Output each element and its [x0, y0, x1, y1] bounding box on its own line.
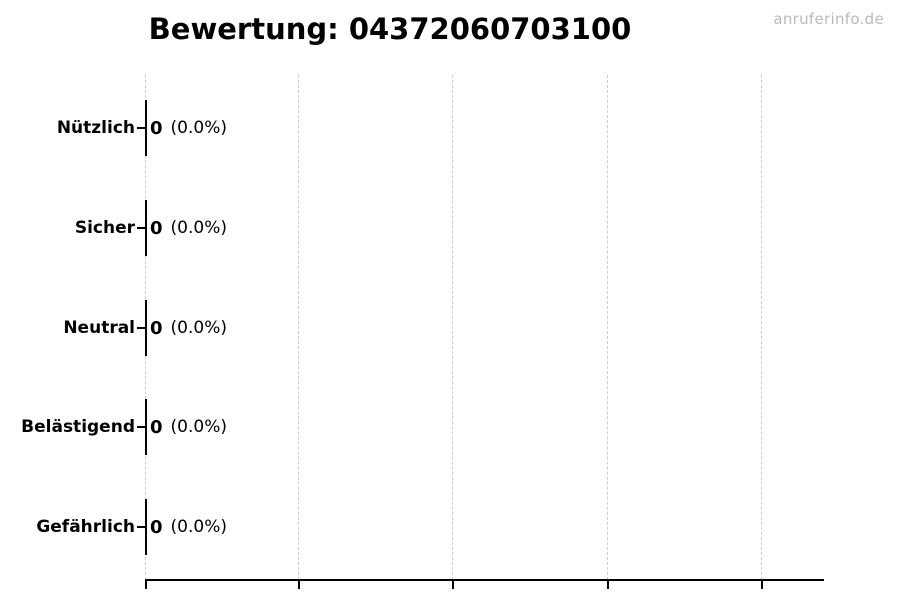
count-value: 0	[150, 416, 163, 438]
value-label: 0 (0.0%)	[150, 300, 227, 356]
value-label: 0 (0.0%)	[150, 100, 227, 156]
count-value: 0	[150, 516, 163, 538]
x-tick	[452, 581, 454, 589]
bar-row: Neutral 0 (0.0%)	[0, 300, 900, 356]
category-label: Gefährlich	[36, 517, 135, 537]
zero-value-bar	[145, 100, 147, 156]
bar-row: Belästigend 0 (0.0%)	[0, 399, 900, 455]
y-tick	[137, 526, 145, 528]
zero-value-bar	[145, 300, 147, 356]
count-value: 0	[150, 317, 163, 339]
zero-value-bar	[145, 200, 147, 256]
category-label: Nützlich	[56, 118, 135, 138]
category-label: Neutral	[63, 318, 135, 338]
x-gridline	[607, 75, 608, 580]
x-tick	[145, 581, 147, 589]
category-label: Belästigend	[21, 417, 135, 437]
x-tick	[761, 581, 763, 589]
x-gridline	[452, 75, 453, 580]
x-gridline	[298, 75, 299, 580]
y-tick	[137, 426, 145, 428]
percent-value: (0.0%)	[170, 218, 227, 238]
bar-row: Gefährlich 0 (0.0%)	[0, 499, 900, 555]
value-label: 0 (0.0%)	[150, 399, 227, 455]
bar-row: Nützlich 0 (0.0%)	[0, 100, 900, 156]
y-tick	[137, 327, 145, 329]
bar-row: Sicher 0 (0.0%)	[0, 200, 900, 256]
value-label: 0 (0.0%)	[150, 499, 227, 555]
value-label: 0 (0.0%)	[150, 200, 227, 256]
zero-value-bar	[145, 499, 147, 555]
count-value: 0	[150, 117, 163, 139]
x-gridline	[761, 75, 762, 580]
category-label: Sicher	[74, 218, 135, 238]
percent-value: (0.0%)	[170, 118, 227, 138]
x-tick	[298, 581, 300, 589]
y-tick	[137, 227, 145, 229]
x-axis-line	[145, 579, 824, 581]
percent-value: (0.0%)	[170, 517, 227, 537]
x-tick	[607, 581, 609, 589]
percent-value: (0.0%)	[170, 318, 227, 338]
chart-title: Bewertung: 04372060703100	[148, 12, 632, 46]
count-value: 0	[150, 217, 163, 239]
percent-value: (0.0%)	[170, 417, 227, 437]
watermark: anruferinfo.de	[773, 10, 884, 28]
y-tick	[137, 127, 145, 129]
zero-value-bar	[145, 399, 147, 455]
